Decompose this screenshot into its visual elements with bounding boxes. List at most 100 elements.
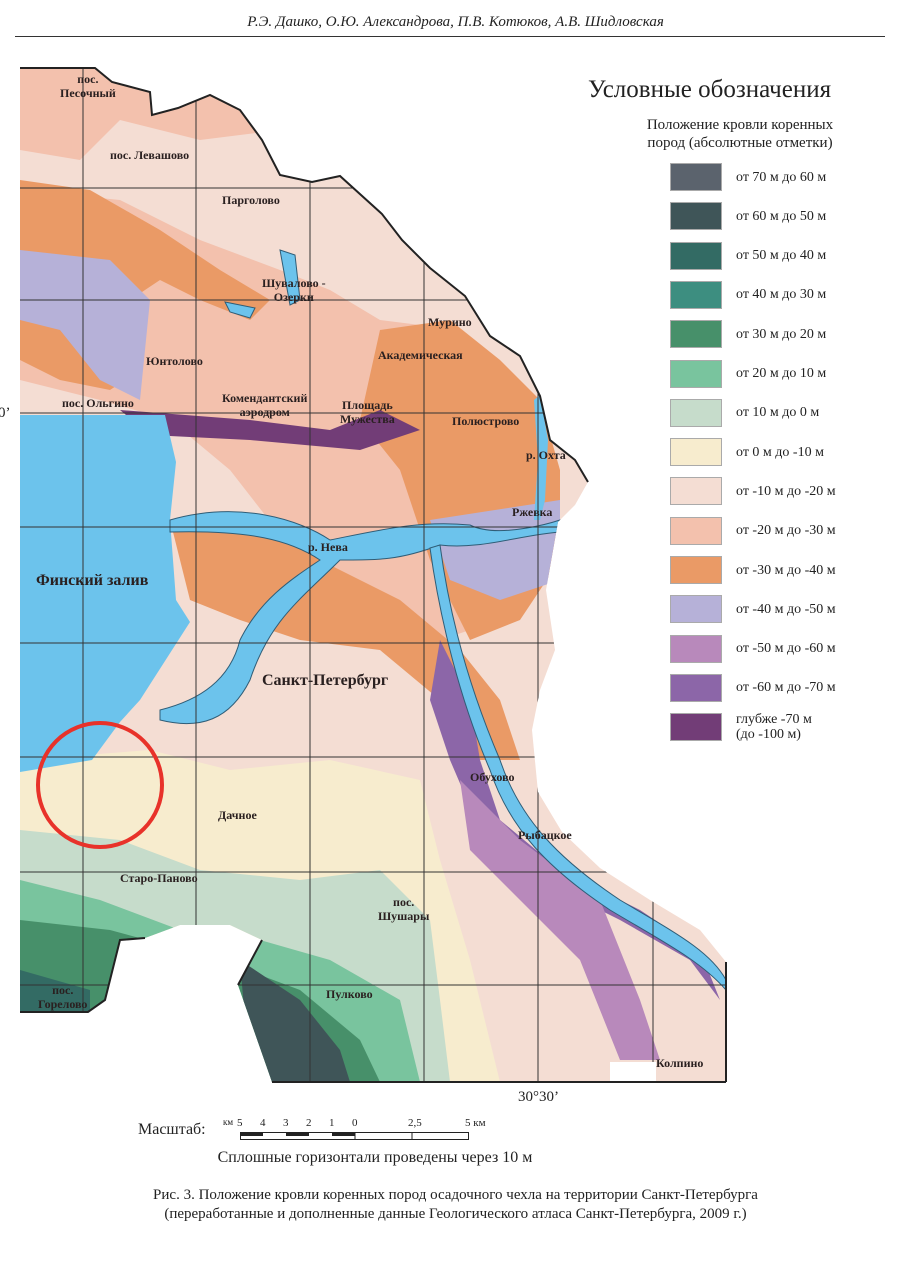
label-staro-panovo: Старо-Паново: [120, 871, 198, 885]
legend-label-line: от -40 м до -50 м: [736, 601, 836, 617]
legend-item: от -60 м до -70 м: [670, 673, 836, 703]
header-rule: [15, 36, 885, 37]
legend-label-line: от -30 м до -40 м: [736, 562, 836, 578]
legend-subtitle-line: Положение кровли коренных: [646, 117, 834, 133]
legend-item: от -40 м до -50 м: [670, 594, 836, 624]
highlight-circle: [36, 721, 164, 849]
legend-title: Условные обозначения: [588, 76, 832, 103]
label-muzhestva: Площадь Мужества: [340, 398, 395, 426]
legend-swatch: [670, 516, 722, 545]
latitude-label: 0’: [0, 405, 11, 421]
label-line: пос.: [52, 983, 74, 997]
label-akademicheskaya: Академическая: [378, 348, 463, 362]
legend-swatch: [670, 556, 722, 584]
zone-minus40-50: [20, 250, 150, 400]
legend-swatch: [670, 673, 722, 702]
scale-label: Масштаб:: [138, 1121, 206, 1138]
label-murino: Мурино: [428, 315, 472, 329]
label-saint-petersburg: Санкт-Петербург: [262, 672, 389, 689]
label-obukhovo: Обухово: [470, 770, 515, 784]
label-rybatskoe: Рыбацкое: [518, 828, 572, 842]
legend-label-line: от -50 м до -60 м: [736, 641, 836, 657]
legend-swatch: [670, 280, 722, 309]
scale-unit: км: [223, 1117, 234, 1127]
label-line: Горелово: [38, 997, 88, 1011]
label-olgino: пос. Ольгино: [62, 396, 134, 410]
label-rzhevka: Ржевка: [512, 505, 553, 519]
neva-river: [159, 511, 561, 725]
legend-label: от 0 м до -10 м: [736, 445, 824, 460]
legend-swatch: [670, 713, 722, 742]
legend-label: от -60 м до -70 м: [736, 680, 836, 695]
zone-deeper-70: [120, 410, 420, 450]
label-polyustrovo: Полюстрово: [452, 414, 520, 428]
label-pulkovo: Пулково: [326, 987, 373, 1001]
label-gulf-of-finland: Финский залив: [36, 572, 149, 589]
legend-subtitle-line: пород (абсолютные отметки): [647, 135, 833, 151]
label-okhta: р. Охта: [526, 448, 566, 462]
legend-label-line: от -20 м до -30 м: [736, 523, 836, 539]
label-line: пос.: [393, 895, 415, 909]
legend-item: от -10 м до -20 м: [670, 476, 836, 506]
legend-swatch: [670, 398, 722, 427]
longitude-label: 30°30’: [518, 1089, 559, 1105]
label-neva: р. Нева: [308, 540, 348, 554]
legend-item: от -20 м до -30 м: [670, 516, 836, 546]
scale-tick-label: 5: [237, 1117, 243, 1129]
scale-tick-label: 5 км: [465, 1117, 486, 1129]
label-pargolovo: Парголово: [222, 193, 280, 207]
legend-item: глубже -70 м (до -100 м): [670, 712, 812, 742]
label-dachnoe: Дачное: [218, 808, 257, 822]
label-line: Шувалово -: [262, 276, 326, 290]
legend-item: от 50 м до 40 м: [670, 241, 826, 271]
legend-label: глубже -70 м (до -100 м): [736, 712, 812, 742]
legend-swatch: [670, 477, 722, 506]
scale-tick-label: 3: [283, 1117, 289, 1129]
label-line: пос.: [77, 72, 99, 86]
caption-line: Рис. 3. Положение кровли коренных пород …: [153, 1187, 758, 1203]
scale-bar: [240, 1132, 469, 1140]
legend-swatch: [670, 595, 722, 624]
legend-swatch: [670, 202, 722, 231]
label-line: Комендантский: [222, 391, 308, 405]
label-shushary: пос. Шушары: [378, 895, 429, 923]
scale-tick-label: 2,5: [408, 1117, 422, 1129]
label-line: Песочный: [60, 86, 116, 100]
contour-note: Сплошные горизонтали проведены через 10 …: [217, 1149, 533, 1166]
scale-tick-label: 2: [306, 1117, 312, 1129]
legend-item: от 0 м до -10 м: [670, 437, 824, 467]
label-line: Мужества: [340, 412, 395, 426]
label-line: Шушары: [378, 909, 430, 923]
legend-label-line: от 20 м до 10 м: [736, 366, 827, 381]
legend-item: от 20 м до 10 м: [670, 359, 826, 389]
legend-label-line: (до -100 м): [736, 727, 801, 743]
legend-label-line: от 10 м до 0 м: [736, 405, 820, 421]
label-komendantsky: Комендантский аэродром: [222, 391, 307, 419]
legend-swatch: [670, 320, 722, 349]
label-kolpino: Колпино: [656, 1056, 704, 1070]
legend-item: от 40 м до 30 м: [670, 280, 826, 310]
legend-item: от 70 м до 60 м: [670, 162, 826, 192]
label-gorelovo: пос. Горелово: [38, 983, 87, 1011]
gulf-of-finland: [20, 415, 190, 772]
legend-label: от 30 м до 20 м: [736, 327, 826, 342]
running-header-authors: Р.Э. Дашко, О.Ю. Александрова, П.В. Котю…: [247, 14, 664, 30]
legend-label-line: от 30 м до 20 м: [736, 326, 827, 342]
figure-caption: Рис. 3. Положение кровли коренных пород …: [0, 1186, 911, 1224]
label-levashovo: пос. Левашово: [110, 148, 190, 162]
legend-swatch: [670, 163, 722, 191]
legend-label: от 60 м до 50 м: [736, 209, 826, 224]
legend-item: от -30 м до -40 м: [670, 555, 836, 585]
city-boundary: [20, 67, 589, 483]
label-yuntolovo: Юнтолово: [146, 354, 203, 368]
legend-label: от 20 м до 10 м: [736, 366, 826, 381]
zone-50-40: [20, 970, 90, 1012]
legend-item: от 10 м до 0 м: [670, 398, 819, 428]
legend-label-line: от 0 м до -10 м: [736, 444, 824, 460]
label-line: аэродром: [239, 405, 290, 419]
legend-swatch: [670, 438, 722, 467]
legend-label: от 70 м до 60 м: [736, 170, 826, 185]
legend-swatch: [670, 634, 722, 663]
